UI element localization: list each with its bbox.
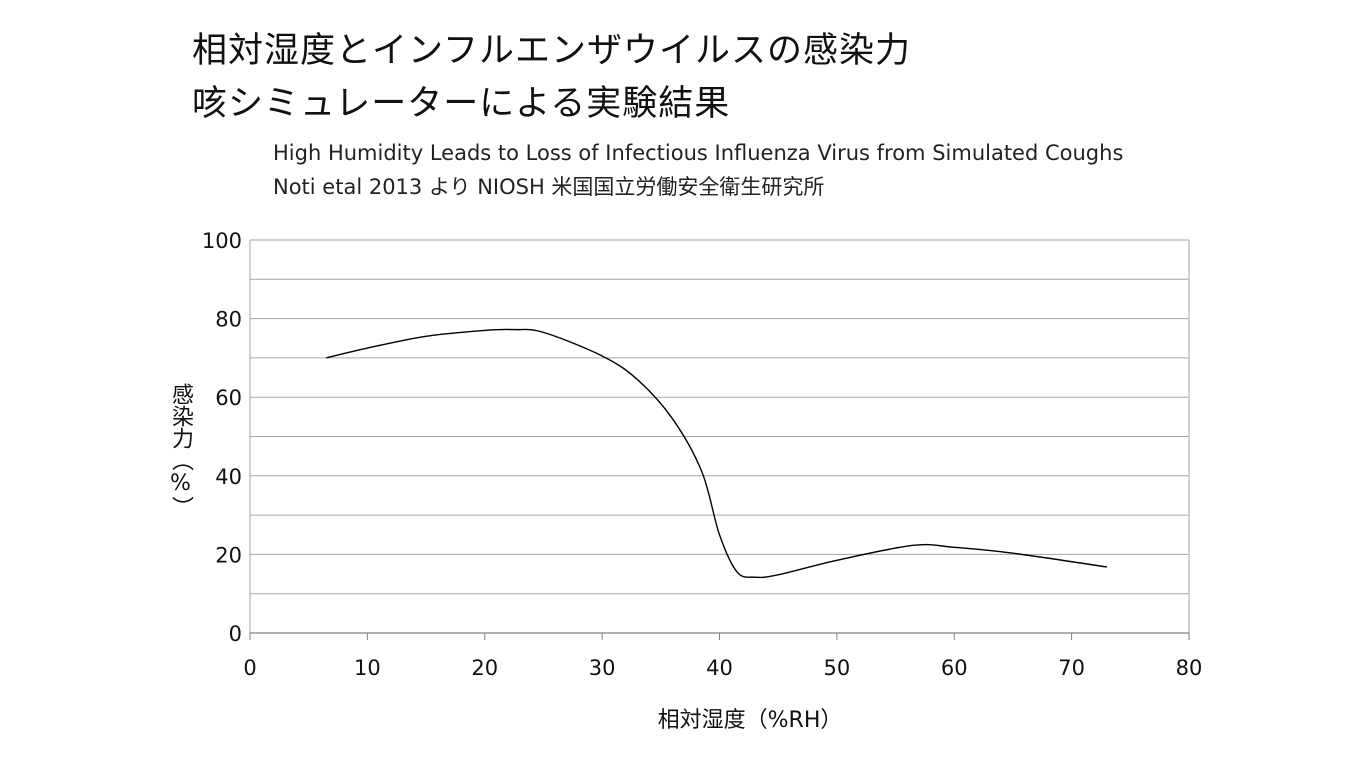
chart-title-line-2: 咳シミュレーターによる実験結果	[192, 84, 731, 124]
y-tick-label-20: 20	[215, 543, 242, 567]
y-tick-label-100: 100	[202, 229, 242, 253]
x-tick-label-70: 70	[1058, 656, 1085, 680]
x-tick-label-10: 10	[354, 656, 381, 680]
y-axis-label: 感染力（%）	[168, 382, 193, 518]
x-tick-label-30: 30	[589, 656, 616, 680]
chart-subtitle-line-1: High Humidity Leads to Loss of Infectiou…	[273, 141, 1124, 165]
y-tick-label-60: 60	[215, 386, 242, 410]
x-tick-label-0: 0	[243, 656, 256, 680]
y-tick-label-80: 80	[215, 308, 242, 332]
x-tick-label-50: 50	[824, 656, 851, 680]
x-tick-label-60: 60	[941, 656, 968, 680]
series-layer	[326, 328, 1107, 579]
grid-layer	[250, 239, 1189, 595]
chart-subtitle-line-2: Noti etal 2013 より NIOSH 米国国立労働安全衛生研究所	[273, 175, 825, 199]
x-axis-label: 相対湿度（%RH）	[657, 708, 843, 733]
series-line-0	[326, 328, 1107, 579]
tick-layer: 0 10 20 30 40 50 60 70 80 0 20 40 60 80 100	[202, 229, 1202, 680]
chart-title-line-1: 相対湿度とインフルエンザウイルスの感染力	[192, 31, 911, 71]
y-tick-label-0: 0	[229, 622, 242, 646]
x-tick-label-80: 80	[1176, 656, 1203, 680]
x-tick-label-20: 20	[471, 656, 498, 680]
y-tick-label-40: 40	[215, 465, 242, 489]
x-tick-label-40: 40	[706, 656, 733, 680]
